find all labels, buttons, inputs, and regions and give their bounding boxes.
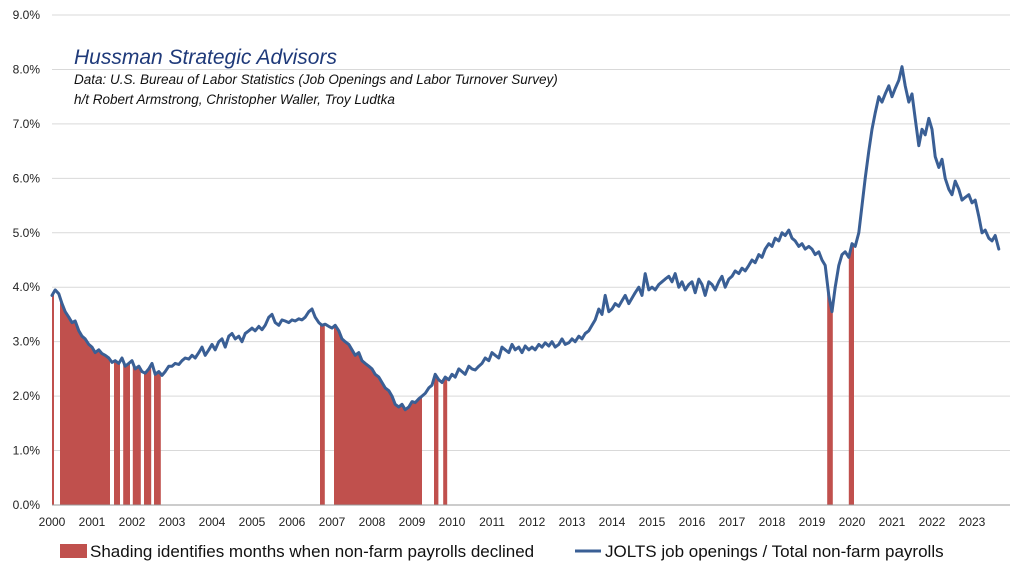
decline-shade-region [434,374,439,505]
decline-shade-region [848,243,854,505]
x-tick-label: 2001 [79,515,106,529]
x-tick-label: 2003 [159,515,186,529]
decline-shade-region [443,377,448,505]
jolts-line [50,65,1001,412]
x-tick-label: 2018 [759,515,786,529]
decline-shade-region [52,292,54,505]
x-tick-label: 2007 [319,515,346,529]
annotation-title: Hussman Strategic Advisors [74,46,337,69]
x-tick-label: 2010 [439,515,466,529]
x-tick-label: 2019 [799,515,826,529]
annotation-source: Data: U.S. Bureau of Labor Statistics (J… [74,72,558,87]
annotation-credits: h/t Robert Armstrong, Christopher Waller… [74,92,395,107]
x-tick-label: 2014 [599,515,626,529]
y-tick-label: 4.0% [13,280,41,294]
decline-shade-region [334,325,422,505]
y-tick-label: 2.0% [13,389,41,403]
x-tick-label: 2011 [479,515,505,529]
gridlines [52,14,1010,452]
decline-shade-region [827,282,833,505]
x-tick-label: 2002 [119,515,146,529]
x-tick-label: 2009 [399,515,426,529]
x-tick-label: 2022 [919,515,946,529]
decline-shade-region [144,364,152,505]
y-tick-label: 7.0% [13,117,41,131]
legend-shading-swatch [60,544,87,558]
decline-shade-region [320,323,325,505]
decline-shade-region [60,297,110,505]
y-tick-label: 1.0% [13,444,41,458]
decline-shade-region [154,370,161,505]
payroll-decline-shading [52,243,854,505]
x-tick-label: 2005 [239,515,266,529]
y-tick-label: 8.0% [13,62,41,76]
legend-line-label: JOLTS job openings / Total non-farm payr… [605,542,944,561]
y-tick-label: 0.0% [13,498,41,512]
x-tick-label: 2000 [39,515,66,529]
x-tick-label: 2015 [639,515,666,529]
decline-shade-region [132,362,141,505]
x-tick-label: 2012 [519,515,546,529]
y-axis-tick-labels: 0.0% 1.0% 2.0% 3.0% 4.0% 5.0% 6.0% 7.0% 8.0% 9.0% [13,8,41,512]
decline-shade-region [114,360,120,505]
decline-shade-region [123,361,130,505]
legend-shading-label: Shading identifies months when non-farm … [90,542,534,561]
jolts-series [50,65,1001,412]
x-tick-label: 2021 [879,515,906,529]
x-tick-label: 2016 [679,515,706,529]
legend: Shading identifies months when non-farm … [60,542,944,561]
x-tick-label: 2020 [839,515,866,529]
x-tick-label: 2006 [279,515,306,529]
x-axis-tick-labels: 2000 2001 2002 2003 2004 2005 2006 2007 2008 2009… [39,515,986,529]
y-tick-label: 6.0% [13,171,41,185]
x-tick-label: 2023 [959,515,986,529]
y-tick-label: 9.0% [13,8,41,22]
x-tick-label: 2004 [199,515,226,529]
chart-annotation: Hussman Strategic Advisors Data: U.S. Bu… [74,46,558,107]
x-tick-label: 2017 [719,515,746,529]
y-tick-label: 3.0% [13,335,41,349]
y-tick-label: 5.0% [13,226,41,240]
x-tick-label: 2013 [559,515,586,529]
x-tick-label: 2008 [359,515,386,529]
